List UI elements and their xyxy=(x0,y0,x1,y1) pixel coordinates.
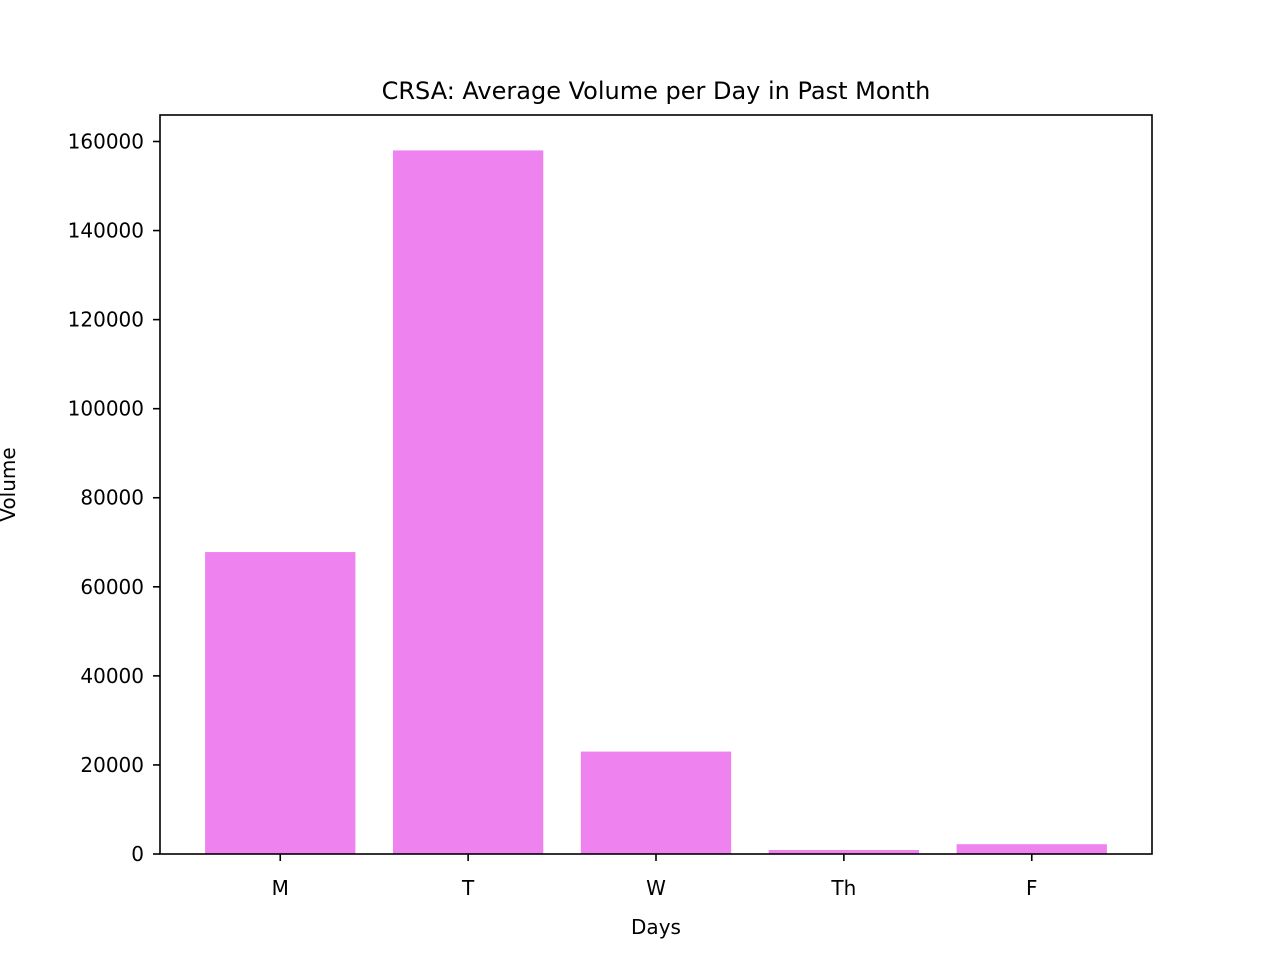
y-tick-label: 160000 xyxy=(68,129,144,153)
y-tick-label: 0 xyxy=(131,842,144,866)
x-tick-label: W xyxy=(646,876,666,900)
plot-frame xyxy=(159,114,1153,855)
bar-th xyxy=(768,849,920,854)
x-tick-label: T xyxy=(461,876,475,900)
y-tick-label: 40000 xyxy=(80,664,144,688)
bar-f xyxy=(956,844,1107,854)
bars-layer xyxy=(205,150,1107,854)
x-tick-label: M xyxy=(272,876,289,900)
y-tick-label: 60000 xyxy=(80,575,144,599)
chart-title: CRSA: Average Volume per Day in Past Mon… xyxy=(382,77,931,105)
bar-m xyxy=(205,552,356,854)
x-tick-label: F xyxy=(1026,876,1038,900)
y-tick-label: 80000 xyxy=(80,486,144,510)
y-tick-label: 20000 xyxy=(80,753,144,777)
x-axis-label: Days xyxy=(631,915,681,939)
y-axis-label: Volume xyxy=(0,447,20,521)
y-tick-label: 140000 xyxy=(68,219,144,243)
y-tick-label: 100000 xyxy=(68,397,144,421)
x-ticks-layer: M T W Th F xyxy=(272,854,1038,900)
x-tick-label: Th xyxy=(830,876,856,900)
y-tick-label: 120000 xyxy=(68,308,144,332)
bar-w xyxy=(580,751,732,854)
bar-t xyxy=(392,150,544,854)
y-ticks-layer: 0 20000 40000 60000 80000 100000 120000 140000 1… xyxy=(68,129,160,866)
